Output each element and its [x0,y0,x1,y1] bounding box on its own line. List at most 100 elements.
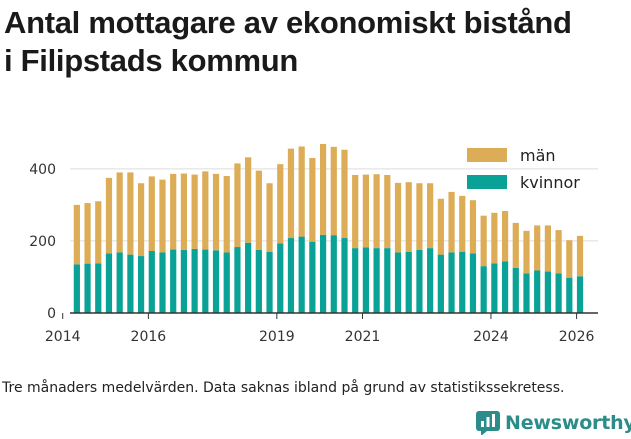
bar-man [330,146,337,236]
bar-man [469,200,477,254]
bar-kvinnor [501,261,509,313]
bar-man [480,215,487,267]
x-axis: 2014 2016 2019 2021 2024 2026 [45,312,598,345]
bar-man [212,173,220,251]
bar-man [576,235,584,277]
bar-kvinnor [234,247,241,313]
bar-kvinnor [84,263,91,313]
bar-man [116,172,123,253]
bar-kvinnor [437,254,444,313]
bar-kvinnor [245,242,252,313]
bar-kvinnor [405,251,412,313]
bar-kvinnor [319,234,327,313]
legend: män kvinnor [467,146,580,192]
bar-kvinnor [341,238,348,313]
bar-kvinnor [137,256,145,313]
bar-man [459,195,466,252]
bar-man [373,174,380,249]
bar-kvinnor [298,236,305,313]
bar-man [491,212,498,264]
bar-man [137,183,145,257]
bar-kvinnor [202,249,209,313]
bar-man [555,230,562,274]
bar-kvinnor [73,264,80,313]
bar-man [170,173,177,250]
brand-name: Newsworthy [505,412,631,434]
x-tick-label: 2019 [259,329,295,345]
bar-man [523,230,530,274]
bars [73,143,584,313]
bar-kvinnor [105,253,113,313]
bar-man [352,174,359,249]
bar-man [448,191,455,253]
bar-kvinnor [116,252,123,313]
bar-kvinnor [416,249,423,313]
bar-kvinnor [277,243,284,313]
bar-man [501,211,509,262]
bar-man [416,183,423,250]
legend-swatch-män [467,148,507,162]
bar-man [180,173,188,250]
bar-kvinnor [459,251,466,313]
bar-man [202,171,209,250]
y-tick-label: 400 [29,162,56,178]
x-tick-label: 2014 [45,329,81,345]
bar-man [427,183,434,249]
bar-man [73,204,80,265]
bar-kvinnor [223,252,230,313]
bar-kvinnor [576,276,584,313]
newsworthy-logo-icon [476,411,500,435]
bar-kvinnor [127,254,134,313]
legend-label-män: män [520,146,556,165]
x-tick-label: 2021 [345,329,381,345]
bar-man [191,174,198,249]
legend-label-kvinnor: kvinnor [520,173,580,192]
bar-man [405,182,412,252]
bar-man [566,240,573,278]
bar-kvinnor [352,248,359,313]
stacked-bar-chart: 0 200 400 2014 2016 2019 2021 2024 2026 män kvin… [29,143,598,345]
bar-kvinnor [384,248,391,313]
bar-kvinnor [555,273,562,313]
bar-kvinnor [362,247,370,313]
bar-man [105,177,113,254]
bar-man [544,225,551,272]
footnote: Tre månaders medelvärden. Data saknas ib… [2,380,565,396]
bar-man [245,157,252,243]
bar-man [394,182,402,253]
brand-logo[interactable]: Newsworthy [476,408,631,438]
bar-kvinnor [394,252,402,313]
bar-kvinnor [309,241,316,313]
x-tick-label: 2016 [131,329,167,345]
bar-man [534,225,541,271]
y-axis: 0 200 400 [29,162,56,322]
bar-kvinnor [566,277,573,313]
bar-kvinnor [287,238,295,313]
bar-kvinnor [512,267,519,313]
x-tick-label: 2024 [473,329,509,345]
bar-man [159,179,166,253]
x-tick-label: 2026 [559,329,595,345]
y-tick-label: 0 [47,306,56,322]
bar-man [148,176,155,252]
bar-kvinnor [544,271,551,313]
title-line-1: Antal mottagare av ekonomiskt bistånd [4,5,572,40]
bar-man [277,164,284,244]
bar-man [309,158,316,242]
bar-kvinnor [266,251,273,313]
bar-man [266,183,273,252]
bar-man [234,163,241,248]
bar-kvinnor [180,249,188,313]
title-line-2: i Filipstads kommun [4,43,299,78]
bar-kvinnor [523,273,530,313]
bar-kvinnor [373,248,380,313]
bar-kvinnor [534,270,541,313]
chart-title: Antal mottagare av ekonomiskt bistånd i … [4,4,629,80]
bar-kvinnor [148,251,155,313]
bar-man [362,174,370,248]
bar-man [84,203,91,264]
bar-man [127,172,134,255]
bar-kvinnor [170,249,177,313]
bar-man [223,176,230,253]
bar-man [341,149,348,239]
